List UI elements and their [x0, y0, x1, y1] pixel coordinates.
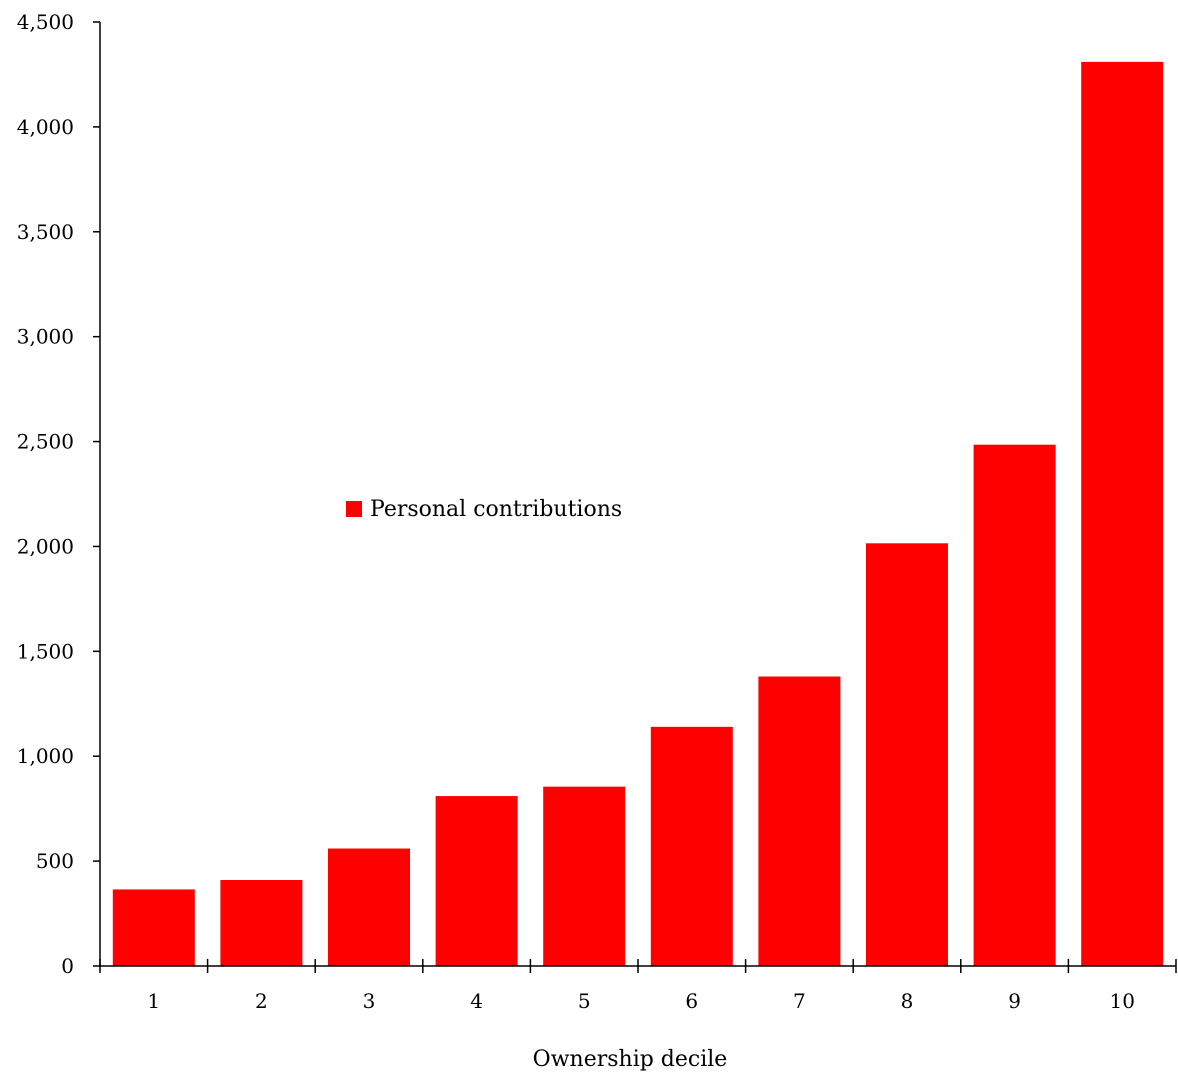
y-axis: 0 500 1,000 1,500 2,000 2,500 3,000 3,500 4,000 4… — [17, 10, 101, 978]
y-tick-label: 4,500 — [17, 10, 74, 34]
bar-decile-7 — [758, 676, 841, 966]
y-tick-label: 500 — [36, 849, 74, 873]
bar-decile-2 — [220, 879, 303, 966]
x-axis-title: Ownership decile — [533, 1047, 728, 1072]
bar-decile-3 — [328, 848, 410, 966]
legend-label: Personal contributions — [370, 497, 622, 522]
bars-group — [112, 61, 1164, 967]
x-axis: 1 2 3 4 5 6 7 8 9 10 — [99, 959, 1177, 1013]
bar-decile-8 — [866, 543, 948, 966]
y-tick-label: 3,500 — [17, 220, 74, 244]
x-tick-label: 2 — [255, 989, 268, 1013]
x-tick-label: 6 — [685, 989, 698, 1013]
bar-decile-6 — [650, 726, 733, 966]
y-tick-label: 2,500 — [17, 430, 74, 454]
bar-decile-10 — [1081, 61, 1164, 967]
x-tick-label: 8 — [901, 989, 914, 1013]
x-tick-label: 9 — [1008, 989, 1021, 1013]
y-tick-label: 4,000 — [17, 115, 74, 139]
y-tick-label: 0 — [61, 954, 74, 978]
y-tick-label: 2,000 — [17, 534, 74, 558]
bar-decile-5 — [543, 786, 626, 966]
legend-swatch — [346, 501, 362, 517]
x-tick-label: 10 — [1109, 989, 1134, 1013]
y-tick-label: 3,000 — [17, 325, 74, 349]
bar-decile-9 — [973, 444, 1056, 966]
y-tick-label: 1,500 — [17, 639, 74, 663]
bar-decile-4 — [435, 796, 518, 966]
legend: Personal contributions — [346, 497, 622, 522]
x-tick-label: 1 — [147, 989, 160, 1013]
x-tick-label: 3 — [363, 989, 376, 1013]
y-tick-label: 1,000 — [17, 744, 74, 768]
bar-decile-1 — [112, 889, 195, 966]
x-tick-label: 7 — [793, 989, 806, 1013]
x-tick-label: 5 — [578, 989, 591, 1013]
x-tick-label: 4 — [470, 989, 483, 1013]
